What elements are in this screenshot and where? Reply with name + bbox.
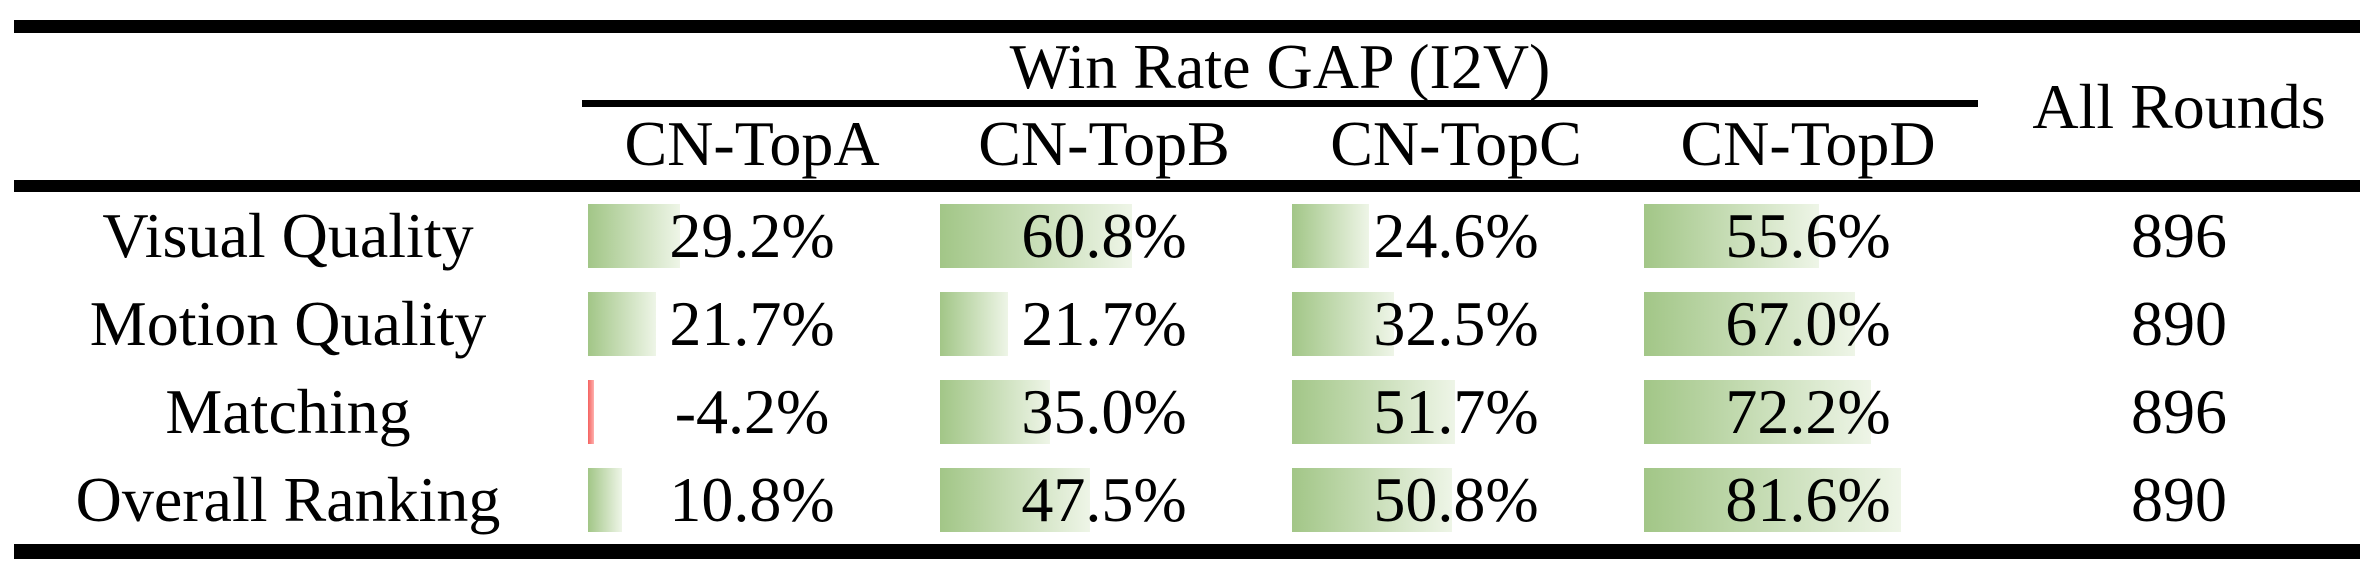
- value-cell: 51.7%: [1280, 368, 1632, 456]
- table-header-rule: [14, 180, 2360, 192]
- win-rate-bar-positive: [1292, 204, 1369, 268]
- rounds-value: 896: [1984, 192, 2374, 280]
- value-cell-text: 81.6%: [1725, 464, 1891, 535]
- win-rate-bar-positive: [940, 380, 1050, 444]
- win-rate-bar-positive: [940, 468, 1090, 532]
- value-cell-text: 29.2%: [669, 200, 835, 271]
- column-header-cn-topa: CN-TopA: [576, 107, 928, 180]
- value-cell-text: 21.7%: [1021, 288, 1187, 359]
- rounds-value: 890: [1984, 456, 2374, 544]
- win-rate-bar-positive: [1292, 380, 1455, 444]
- value-cell: 81.6%: [1632, 456, 1984, 544]
- value-cell: 32.5%: [1280, 280, 1632, 368]
- value-cell: 55.6%: [1632, 192, 1984, 280]
- group-header-underline-rule: [582, 100, 1978, 107]
- value-cell: 10.8%: [576, 456, 928, 544]
- row-label: Motion Quality: [0, 280, 576, 368]
- win-rate-bar-positive: [1644, 204, 1819, 268]
- value-cell: 72.2%: [1632, 368, 1984, 456]
- value-cell: 21.7%: [576, 280, 928, 368]
- win-rate-bar-positive: [1292, 292, 1394, 356]
- value-cell-text: 60.8%: [1021, 200, 1187, 271]
- value-cell-text: 21.7%: [669, 288, 835, 359]
- win-rate-bar-positive: [940, 292, 1008, 356]
- value-cell: 50.8%: [1280, 456, 1632, 544]
- table-bottom-rule: [14, 544, 2360, 559]
- value-cell: 47.5%: [928, 456, 1280, 544]
- win-rate-bar-positive: [1644, 380, 1871, 444]
- row-label: Matching: [0, 368, 576, 456]
- row-label-text: Visual Quality: [102, 200, 474, 271]
- row-label-text: Overall Ranking: [75, 464, 501, 535]
- column-header-cn-topb-text: CN-TopB: [978, 107, 1230, 179]
- value-cell: -4.2%: [576, 368, 928, 456]
- win-rate-bar-positive: [588, 468, 622, 532]
- win-rate-bar-negative: [588, 380, 594, 444]
- rounds-value: 890: [1984, 280, 2374, 368]
- group-header-win-rate-gap: Win Rate GAP (I2V): [1009, 30, 1551, 102]
- column-header-cn-topc-text: CN-TopC: [1330, 107, 1582, 179]
- win-rate-bar-positive: [588, 292, 656, 356]
- value-cell: 60.8%: [928, 192, 1280, 280]
- rounds-value: 896: [1984, 368, 2374, 456]
- column-header-cn-topa-text: CN-TopA: [624, 107, 880, 179]
- table-top-rule: [14, 20, 2360, 33]
- value-cell-text: 67.0%: [1725, 288, 1891, 359]
- value-cell-text: 32.5%: [1373, 288, 1539, 359]
- value-cell-text: 10.8%: [669, 464, 835, 535]
- win-rate-bar-positive: [1292, 468, 1452, 532]
- value-cell-text: 50.8%: [1373, 464, 1539, 535]
- rounds-value-text: 890: [2131, 288, 2227, 359]
- rounds-value-text: 896: [2131, 200, 2227, 271]
- rounds-value-text: 896: [2131, 376, 2227, 447]
- value-cell: 24.6%: [1280, 192, 1632, 280]
- value-cell: 35.0%: [928, 368, 1280, 456]
- row-label-text: Motion Quality: [89, 288, 487, 359]
- value-cell: 21.7%: [928, 280, 1280, 368]
- value-cell-text: 35.0%: [1021, 376, 1187, 447]
- value-cell-text: 51.7%: [1373, 376, 1539, 447]
- row-label: Overall Ranking: [0, 456, 576, 544]
- value-cell-text: 72.2%: [1725, 376, 1891, 447]
- row-label-text: Matching: [165, 376, 411, 447]
- column-header-cn-topd: CN-TopD: [1632, 107, 1984, 180]
- row-label: Visual Quality: [0, 192, 576, 280]
- value-cell-text: 24.6%: [1373, 200, 1539, 271]
- column-header-cn-topc: CN-TopC: [1280, 107, 1632, 180]
- value-cell-text: -4.2%: [674, 376, 830, 447]
- win-rate-bar-positive: [1644, 468, 1901, 532]
- win-rate-bar-positive: [1644, 292, 1855, 356]
- value-cell: 29.2%: [576, 192, 928, 280]
- column-header-cn-topd-text: CN-TopD: [1680, 107, 1936, 179]
- win-rate-bar-positive: [940, 204, 1132, 268]
- value-cell: 67.0%: [1632, 280, 1984, 368]
- value-cell-text: 47.5%: [1021, 464, 1187, 535]
- win-rate-bar-positive: [588, 204, 680, 268]
- rounds-value-text: 890: [2131, 464, 2227, 535]
- column-header-all-rounds: All Rounds: [2032, 70, 2326, 142]
- column-header-cn-topb: CN-TopB: [928, 107, 1280, 180]
- value-cell-text: 55.6%: [1725, 200, 1891, 271]
